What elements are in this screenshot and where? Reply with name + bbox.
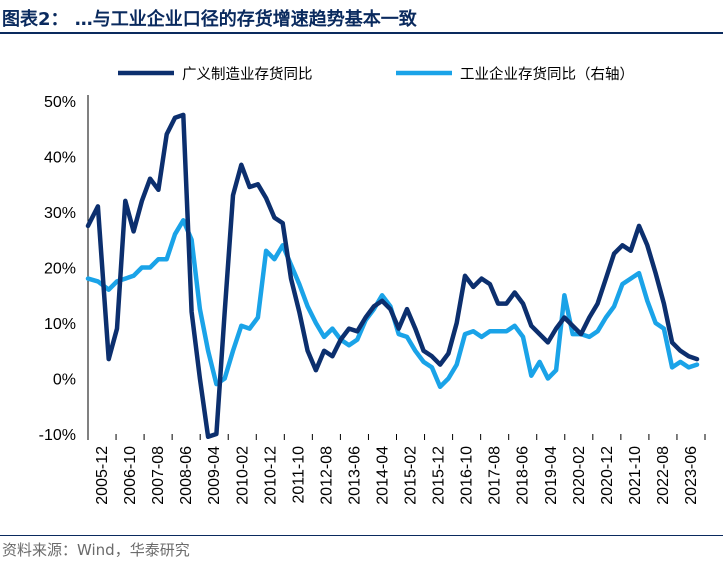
legend-label: 广义制造业存货同比 <box>182 66 313 83</box>
source-note: 资料来源：Wind，华泰研究 <box>2 541 190 559</box>
y-tick-label: 40% <box>44 150 76 167</box>
x-tick-label: 2020-12 <box>599 446 616 505</box>
title-bar: 图表2： …与工业企业口径的存货增速趋势基本一致 <box>0 0 723 34</box>
x-tick-label: 2012-08 <box>318 446 335 505</box>
y-tick-label: 30% <box>44 205 76 222</box>
x-tick-label: 2018-06 <box>515 446 532 505</box>
legend-label: 工业企业存货同比（右轴） <box>460 65 634 83</box>
chart: 50% 40% 30% 20% 10% 0% -10% 2005-12 2006-10 2007-… <box>39 65 706 505</box>
x-tick-label: 2017-08 <box>487 446 504 505</box>
x-tick-label: 2015-12 <box>431 446 448 505</box>
source-bar: 资料来源：Wind，华泰研究 <box>0 535 723 562</box>
y-tick-label: 50% <box>44 94 76 111</box>
x-tick-label: 2021-10 <box>627 446 644 505</box>
x-tick-label: 2020-02 <box>571 446 588 505</box>
y-tick-label: 10% <box>44 316 76 333</box>
x-tick-label: 2006-10 <box>122 446 139 505</box>
x-tick-label: 2019-04 <box>543 446 560 505</box>
x-tick-label: 2005-12 <box>94 446 111 505</box>
x-tick-label: 2011-10 <box>290 446 307 504</box>
x-tick-label: 2015-02 <box>403 446 420 505</box>
x-tick-label: 2007-08 <box>150 446 167 505</box>
x-tick-label: 2023-06 <box>683 446 700 505</box>
x-tick-label: 2008-06 <box>178 446 195 505</box>
y-tick-label: 0% <box>53 372 76 389</box>
x-tick-label: 2013-06 <box>346 446 363 505</box>
x-tick-label: 2014-04 <box>374 446 391 505</box>
x-tick-label: 2022-08 <box>655 446 672 505</box>
chart-title: 图表2： …与工业企业口径的存货增速趋势基本一致 <box>2 9 417 30</box>
series-line <box>85 112 700 440</box>
x-tick-label: 2016-10 <box>459 446 476 505</box>
x-tick-label: 2010-12 <box>262 446 279 505</box>
x-tick-label: 2009-04 <box>206 446 223 505</box>
series-line <box>85 218 700 390</box>
x-tick-label: 2010-02 <box>234 446 251 505</box>
y-tick-label: 20% <box>44 261 76 278</box>
y-tick-label: -10% <box>39 427 76 444</box>
